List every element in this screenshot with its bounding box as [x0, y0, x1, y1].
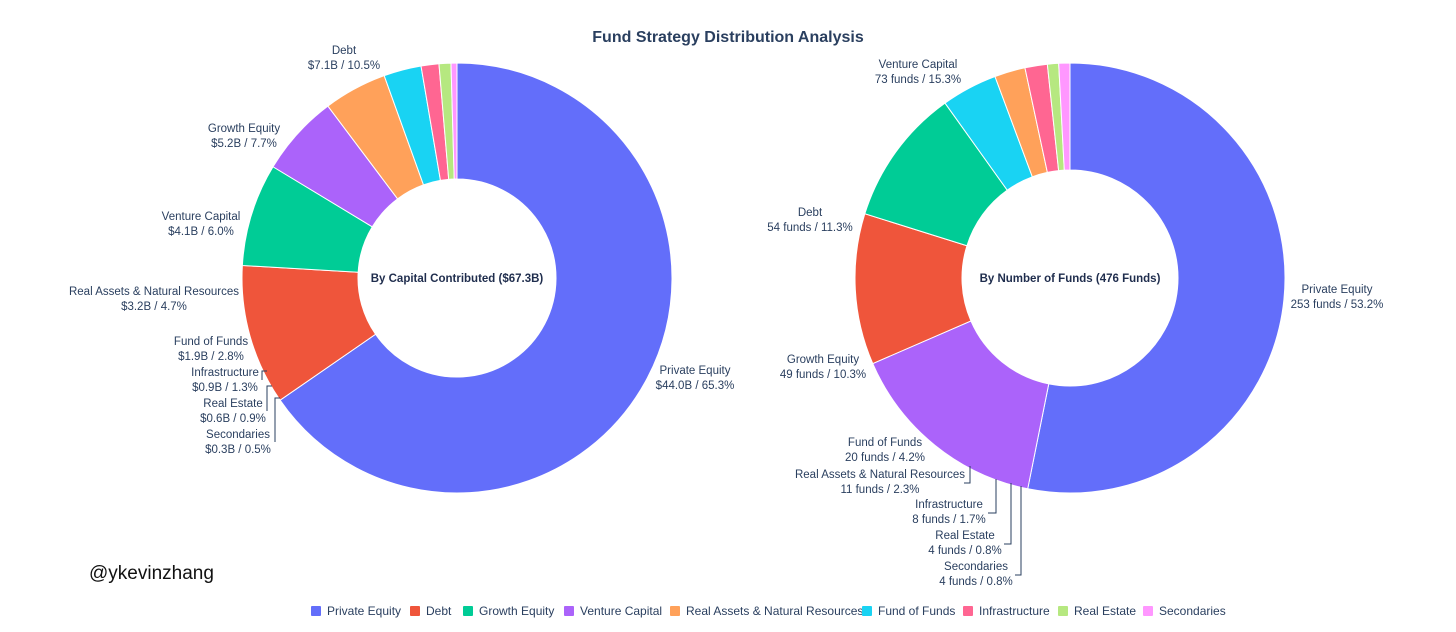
legend-swatch — [564, 606, 574, 616]
legend-swatch — [862, 606, 872, 616]
slice-private-equity[interactable] — [1027, 62, 1286, 494]
legend-label: Real Assets & Natural Resources — [686, 604, 864, 618]
leader-line-real-estate — [266, 385, 272, 411]
legend-label: Private Equity — [327, 604, 402, 618]
legend-item-real-assets-and-natural-resources[interactable]: Real Assets & Natural Resources — [670, 604, 863, 618]
slice-name-venture-capital: Venture Capital — [879, 59, 958, 71]
slice-private-equity[interactable] — [279, 62, 673, 494]
slice-name-fund-of-funds: Fund of Funds — [848, 437, 922, 449]
chart-canvas: Fund Strategy Distribution Analysis By C… — [69, 29, 1383, 588]
legend-item-growth-equity[interactable]: Growth Equity — [463, 604, 554, 618]
slice-name-real-assets-and-natural-resources: Real Assets & Natural Resources — [795, 469, 965, 481]
leader-line-infrastructure — [988, 479, 997, 514]
slice-name-secondaries: Secondaries — [944, 561, 1008, 573]
legend-swatch — [963, 606, 973, 616]
legend: Private Equity Debt Growth Equity Venture C… — [0, 604, 1456, 622]
slice-name-real-estate: Real Estate — [935, 530, 994, 542]
slice-name-debt: Debt — [332, 45, 357, 57]
slice-value-real-estate: $0.6B / 0.9% — [200, 413, 266, 425]
slice-name-growth-equity: Growth Equity — [208, 123, 280, 135]
legend-swatch — [670, 606, 680, 616]
slice-value-real-assets-and-natural-resources: $3.2B / 4.7% — [121, 301, 187, 313]
slice-value-secondaries: 4 funds / 0.8% — [939, 576, 1013, 588]
slice-name-private-equity: Private Equity — [660, 365, 731, 377]
legend-swatch — [1058, 606, 1068, 616]
slice-value-infrastructure: 8 funds / 1.7% — [912, 514, 986, 526]
legend-label: Debt — [426, 604, 452, 618]
slice-value-real-assets-and-natural-resources: 11 funds / 2.3% — [840, 484, 919, 496]
slice-name-secondaries: Secondaries — [206, 429, 270, 441]
legend-item-venture-capital[interactable]: Venture Capital — [564, 604, 662, 618]
leader-line-secondaries — [274, 397, 280, 442]
slice-value-debt: $7.1B / 10.5% — [308, 60, 380, 72]
leader-line-real-assets-and-natural-resources — [964, 466, 971, 484]
slice-value-growth-equity: 49 funds / 10.3% — [780, 369, 866, 381]
slice-name-private-equity: Private Equity — [1302, 284, 1373, 296]
slice-name-growth-equity: Growth Equity — [787, 354, 859, 366]
slice-name-infrastructure: Infrastructure — [915, 499, 983, 511]
legend-label: Infrastructure — [979, 604, 1050, 618]
slice-value-venture-capital: $4.1B / 6.0% — [168, 226, 234, 238]
slice-value-secondaries: $0.3B / 0.5% — [205, 444, 271, 456]
slice-value-infrastructure: $0.9B / 1.3% — [192, 382, 258, 394]
legend-item-private-equity[interactable]: Private Equity — [311, 604, 401, 618]
slice-name-venture-capital: Venture Capital — [162, 211, 241, 223]
slice-value-fund-of-funds: 20 funds / 4.2% — [845, 452, 925, 464]
slice-name-fund-of-funds: Fund of Funds — [174, 336, 248, 348]
leader-line-real-estate — [1004, 483, 1012, 545]
legend-label: Secondaries — [1159, 604, 1226, 618]
slice-value-private-equity: $44.0B / 65.3% — [656, 380, 735, 392]
slice-name-real-estate: Real Estate — [203, 398, 262, 410]
slice-name-debt: Debt — [798, 207, 823, 219]
legend-item-real-estate[interactable]: Real Estate — [1058, 604, 1136, 618]
legend-swatch — [410, 606, 420, 616]
watermark: @ykevinzhang — [89, 563, 214, 584]
legend-label: Growth Equity — [479, 604, 555, 618]
legend-swatch — [463, 606, 473, 616]
slice-name-real-assets-and-natural-resources: Real Assets & Natural Resources — [69, 286, 239, 298]
slice-name-infrastructure: Infrastructure — [191, 367, 259, 379]
legend-item-debt[interactable]: Debt — [410, 604, 451, 618]
legend-label: Real Estate — [1074, 604, 1137, 618]
center-label: By Capital Contributed ($67.3B) — [371, 273, 544, 285]
center-label: By Number of Funds (476 Funds) — [980, 273, 1161, 285]
chart-title: Fund Strategy Distribution Analysis — [592, 29, 864, 46]
slice-value-private-equity: 253 funds / 53.2% — [1291, 299, 1384, 311]
leader-line-infrastructure — [261, 370, 267, 380]
slice-value-growth-equity: $5.2B / 7.7% — [211, 138, 277, 150]
slice-value-fund-of-funds: $1.9B / 2.8% — [178, 351, 244, 363]
slice-value-debt: 54 funds / 11.3% — [767, 222, 852, 234]
donut-capital: By Capital Contributed ($67.3B) Private E… — [69, 45, 735, 494]
legend-item-fund-of-funds[interactable]: Fund of Funds — [862, 604, 955, 618]
legend-swatch — [311, 606, 321, 616]
legend-item-secondaries[interactable]: Secondaries — [1143, 604, 1226, 618]
slice-secondaries[interactable] — [450, 62, 458, 180]
donut-fund-count: By Number of Funds (476 Funds) Private Eq… — [767, 59, 1383, 588]
legend-label: Venture Capital — [580, 604, 663, 618]
legend-label: Fund of Funds — [878, 604, 956, 618]
legend-item-infrastructure[interactable]: Infrastructure — [963, 604, 1050, 618]
legend-swatch — [1143, 606, 1153, 616]
slice-value-real-estate: 4 funds / 0.8% — [928, 545, 1002, 557]
slice-value-venture-capital: 73 funds / 15.3% — [875, 74, 961, 86]
leader-line-secondaries — [1015, 486, 1022, 576]
slice-secondaries[interactable] — [1058, 62, 1071, 171]
